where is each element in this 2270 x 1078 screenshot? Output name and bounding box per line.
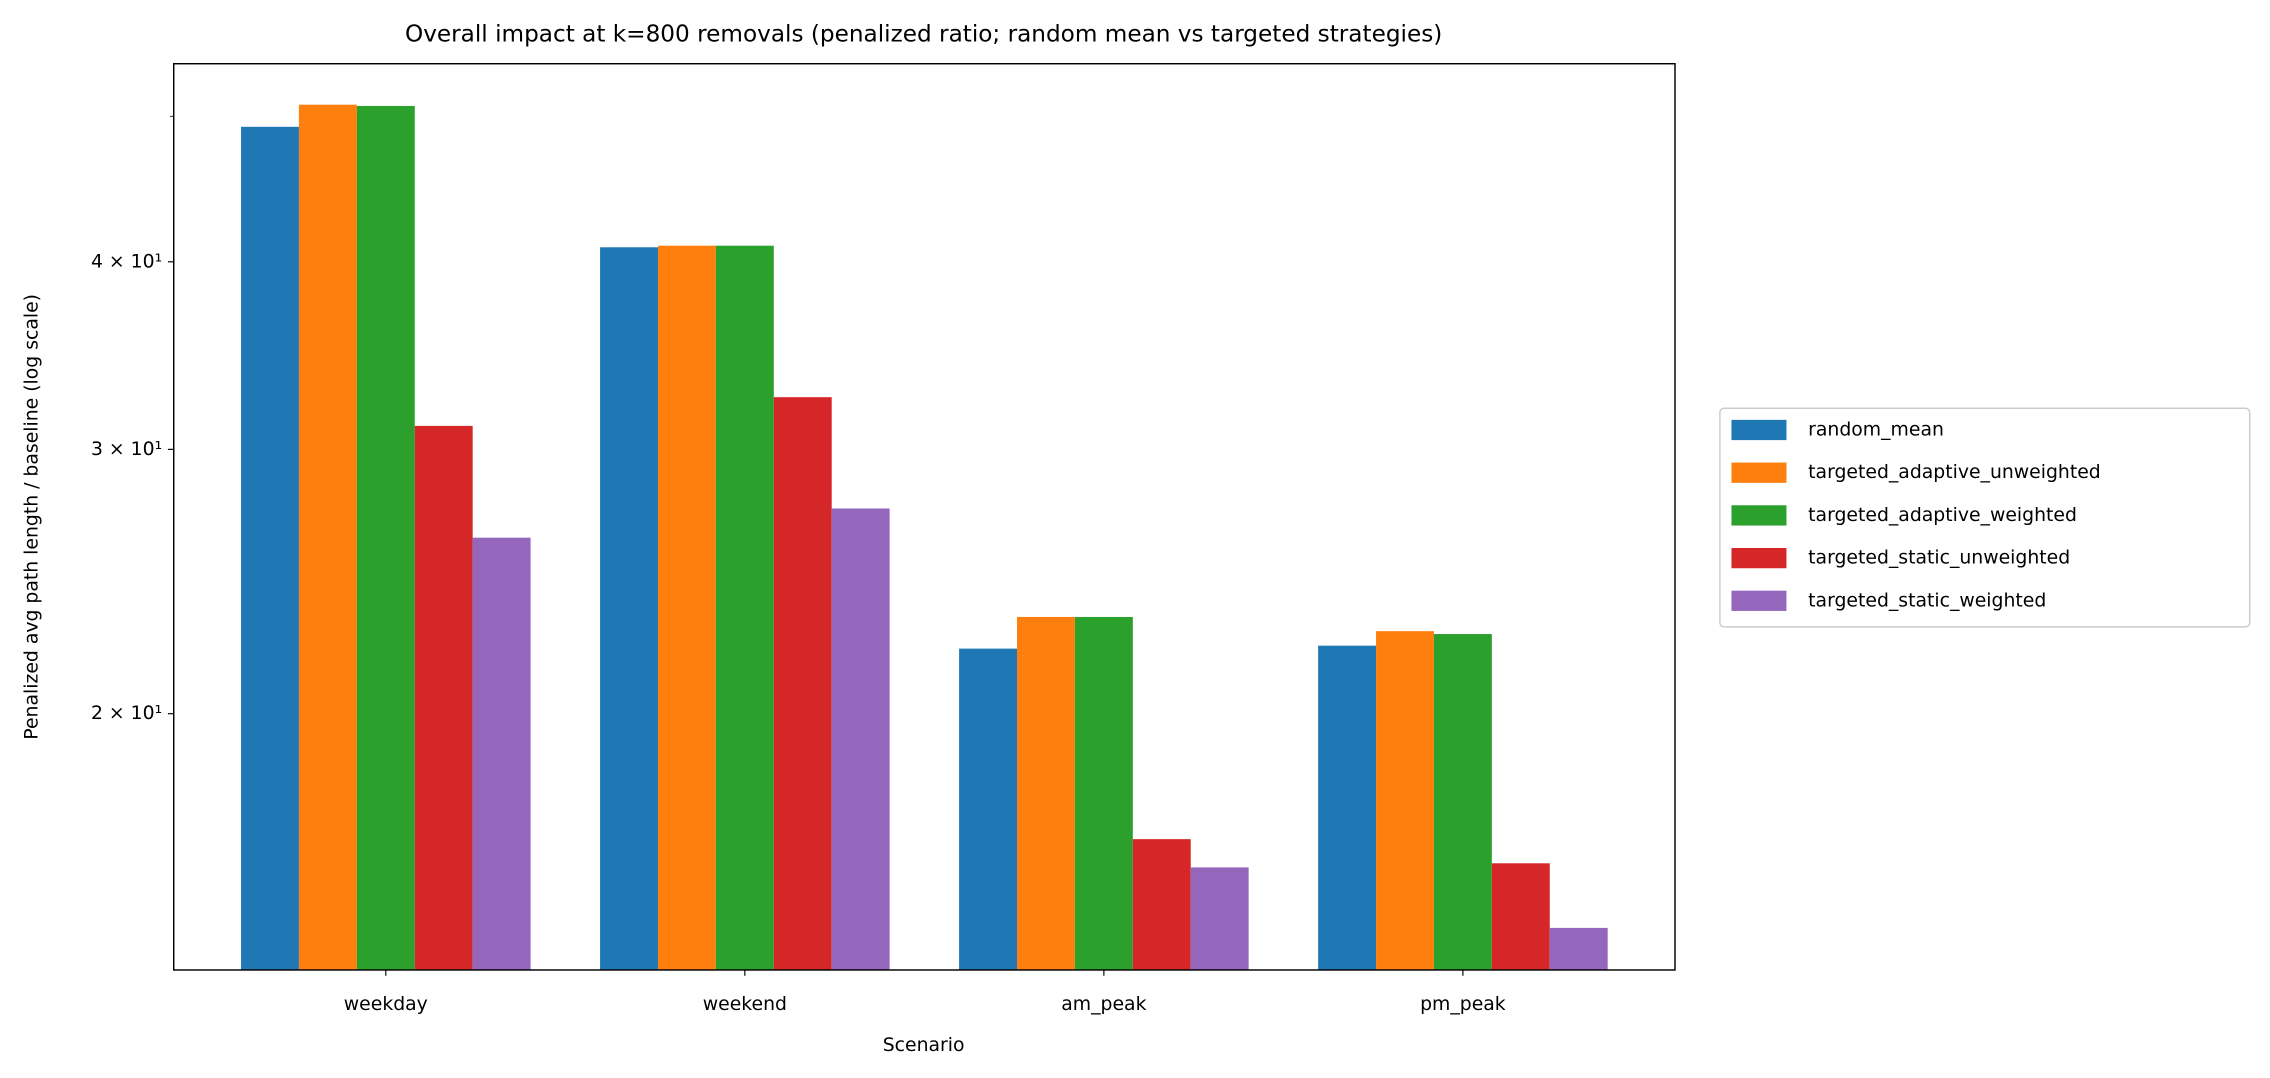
legend-swatch	[1731, 547, 1787, 569]
x-tick-label: pm_peak	[1420, 994, 1506, 1015]
bar	[657, 245, 716, 970]
legend-swatch	[1731, 590, 1787, 611]
legend-box	[1719, 407, 2251, 628]
bar	[1318, 645, 1377, 970]
legend-label: targeted_adaptive_unweighted	[1808, 462, 2101, 483]
bar	[414, 425, 473, 970]
bar	[356, 105, 415, 970]
y-tick-label: 3 × 10¹	[91, 439, 162, 460]
legend-label: targeted_static_weighted	[1808, 590, 2046, 611]
bar	[1433, 634, 1492, 970]
y-tick-label: 4 × 10¹	[91, 251, 162, 272]
legend-label: random_mean	[1808, 419, 1944, 440]
bar	[959, 648, 1018, 970]
x-tick-label: am_peak	[1061, 994, 1146, 1015]
bar	[773, 397, 832, 970]
bar	[1549, 927, 1608, 970]
bar	[241, 126, 299, 970]
x-tick-label: weekend	[703, 994, 787, 1015]
legend-label: targeted_static_unweighted	[1808, 548, 2070, 569]
legend-swatch	[1731, 505, 1787, 526]
bar	[831, 508, 890, 970]
bar	[1190, 867, 1249, 970]
x-axis-label: Scenario	[883, 1035, 965, 1056]
bar	[1376, 631, 1434, 970]
bar	[1074, 616, 1133, 970]
y-axis-label: Penalized avg path length / baseline (lo…	[21, 294, 42, 740]
bar	[472, 537, 531, 970]
x-tick-label: weekday	[344, 994, 428, 1015]
y-tick-label: 2 × 10¹	[91, 703, 162, 724]
bar	[1491, 863, 1550, 970]
bar	[715, 245, 774, 970]
legend-swatch	[1731, 462, 1787, 483]
legend-swatch	[1731, 419, 1787, 441]
chart-title: Overall impact at k=800 removals (penali…	[405, 21, 1442, 47]
bar	[298, 104, 357, 970]
bar	[1017, 616, 1075, 970]
legend-label: targeted_adaptive_weighted	[1808, 505, 2077, 526]
bar	[600, 247, 658, 970]
bar	[1132, 839, 1191, 970]
plot-frame	[173, 62, 1676, 971]
